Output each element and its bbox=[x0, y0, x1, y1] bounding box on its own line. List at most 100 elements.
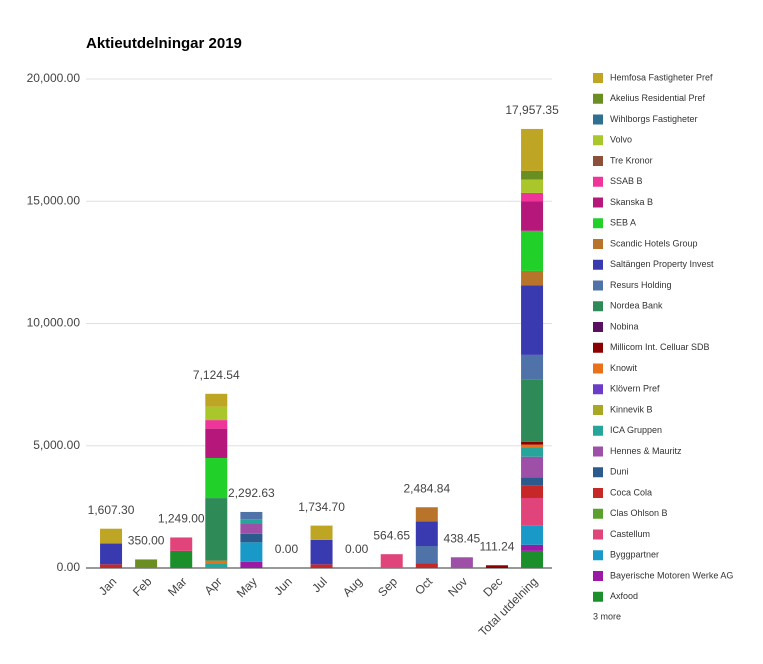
legend-swatch bbox=[593, 529, 603, 540]
bar-segment bbox=[485, 565, 508, 568]
bar-segment bbox=[170, 550, 193, 568]
legend-label: Scandic Hotels Group bbox=[610, 238, 698, 248]
bar-segment bbox=[521, 550, 544, 568]
bar-segment bbox=[415, 545, 438, 564]
bar-segment bbox=[450, 557, 473, 568]
bar-segment bbox=[310, 564, 333, 568]
legend-swatch bbox=[593, 301, 603, 312]
y-tick-label: 0.00 bbox=[57, 560, 81, 574]
bar-segment bbox=[240, 533, 263, 543]
bar-segment bbox=[521, 444, 544, 448]
legend-label: Saltängen Property Invest bbox=[610, 259, 714, 269]
bar-segment bbox=[205, 560, 228, 564]
legend-label: Nordea Bank bbox=[610, 301, 663, 311]
y-tick-label: 15,000.00 bbox=[27, 193, 81, 207]
bar-segment bbox=[521, 447, 544, 457]
legend-swatch bbox=[593, 405, 603, 415]
legend-label: Byggpartner bbox=[610, 550, 659, 560]
x-tick-label: Jun bbox=[271, 574, 295, 598]
bar-segment bbox=[521, 497, 544, 526]
legend-swatch bbox=[593, 280, 603, 291]
x-tick-label: Sep bbox=[375, 574, 400, 599]
legend-label: Duni bbox=[610, 467, 629, 477]
bar-segment bbox=[205, 457, 228, 499]
x-tick-label: Jan bbox=[96, 574, 120, 598]
legend-label: SEB A bbox=[610, 218, 636, 228]
total-label: 2,292.63 bbox=[228, 486, 275, 500]
bar-segment bbox=[310, 539, 333, 565]
legend-label: Coca Cola bbox=[610, 487, 652, 497]
total-label: 17,957.35 bbox=[505, 103, 559, 117]
bar-segment bbox=[310, 525, 333, 540]
total-label: 0.00 bbox=[275, 542, 299, 556]
total-label: 2,484.84 bbox=[403, 481, 450, 495]
bar-segment bbox=[240, 511, 263, 520]
x-tick-label: Nov bbox=[445, 574, 470, 599]
bar-segment bbox=[415, 521, 438, 546]
bar-segment bbox=[240, 561, 263, 568]
legend-swatch bbox=[593, 156, 603, 166]
legend-swatch bbox=[593, 550, 603, 561]
legend-label: Skanska B bbox=[610, 197, 653, 207]
legend-label: Kinnevik B bbox=[610, 404, 653, 414]
legend-label: Wihlborgs Fastigheter bbox=[610, 114, 698, 124]
legend-swatch bbox=[593, 93, 603, 104]
legend-swatch bbox=[593, 239, 603, 249]
legend-label: Axfood bbox=[610, 591, 638, 601]
legend-swatch bbox=[593, 176, 603, 187]
legend-swatch bbox=[593, 591, 603, 602]
x-tick-label: Feb bbox=[130, 574, 155, 599]
legend-label: Hemfosa Fastigheter Pref bbox=[610, 72, 713, 82]
legend-label: Resurs Holding bbox=[610, 280, 672, 290]
legend-swatch bbox=[593, 259, 603, 270]
bar-segment bbox=[205, 498, 228, 561]
x-tick-label: Oct bbox=[412, 574, 436, 598]
y-tick-label: 5,000.00 bbox=[33, 438, 80, 452]
bar-segment bbox=[521, 285, 544, 355]
bar-segment bbox=[205, 428, 228, 458]
bar-segment bbox=[240, 523, 263, 534]
bar-segment bbox=[521, 525, 544, 545]
bar-segment bbox=[170, 537, 193, 551]
legend-label: Nobina bbox=[610, 321, 639, 331]
bar-segment bbox=[100, 564, 123, 568]
bar-segment bbox=[521, 354, 544, 380]
legend-swatch bbox=[593, 488, 603, 498]
x-tick-label: Dec bbox=[480, 574, 505, 599]
legend-label: ICA Gruppen bbox=[610, 425, 662, 435]
bar-segment bbox=[521, 179, 544, 193]
legend-label: Akelius Residential Pref bbox=[610, 93, 706, 103]
bar-segment bbox=[240, 519, 263, 524]
total-label: 1,249.00 bbox=[158, 512, 205, 526]
legend-label: Hennes & Mauritz bbox=[610, 446, 682, 456]
total-label: 438.45 bbox=[444, 531, 481, 545]
total-label: 0.00 bbox=[345, 542, 369, 556]
legend-swatch bbox=[593, 508, 603, 519]
bar-segment bbox=[205, 420, 228, 429]
legend-swatch bbox=[593, 425, 603, 436]
legend-more: 3 more bbox=[593, 611, 621, 621]
legend-swatch bbox=[593, 73, 603, 83]
y-tick-label: 10,000.00 bbox=[27, 316, 81, 330]
bar-segment bbox=[521, 441, 544, 445]
legend-swatch bbox=[593, 197, 603, 208]
legend-swatch bbox=[593, 114, 603, 125]
legend-swatch bbox=[593, 218, 603, 229]
bar-segment bbox=[521, 544, 544, 551]
legend-label: SSAB B bbox=[610, 176, 643, 186]
bar-segment bbox=[380, 554, 403, 568]
legend-label: Tre Kronor bbox=[610, 155, 653, 165]
total-label: 564.65 bbox=[373, 528, 410, 542]
legend-swatch bbox=[593, 342, 603, 353]
bar-segment bbox=[100, 528, 123, 544]
bar-segment bbox=[521, 379, 544, 442]
x-tick-label: Apr bbox=[202, 574, 225, 597]
legend-swatch bbox=[593, 467, 603, 478]
bar-segment bbox=[521, 192, 544, 202]
legend-swatch bbox=[593, 384, 603, 395]
x-tick-label: Mar bbox=[165, 574, 190, 599]
bar-segment bbox=[521, 270, 544, 286]
total-label: 350.00 bbox=[128, 534, 165, 548]
bar-segment bbox=[205, 406, 228, 421]
